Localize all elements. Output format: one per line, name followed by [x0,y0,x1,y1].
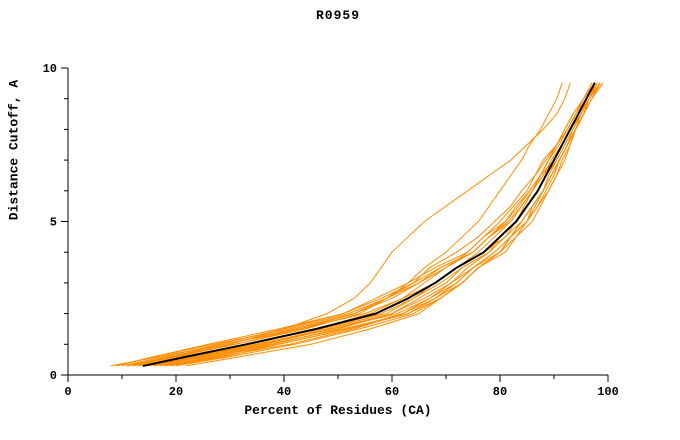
model-series-line [148,82,601,367]
model-series-line [126,82,563,367]
y-tick-label: 0 [50,369,57,383]
model-series-line [126,82,593,367]
x-tick-label: 60 [385,385,399,399]
x-tick-label: 100 [597,385,619,399]
model-series-line [186,82,601,367]
model-series-line [170,82,601,367]
model-series-line [164,82,604,367]
x-axis-label: Percent of Residues (CA) [244,403,432,418]
y-tick-label: 10 [43,62,57,76]
chart-title: R0959 [315,8,361,23]
x-tick-label: 80 [493,385,507,399]
model-series-line [132,82,595,367]
x-tick-label: 0 [64,385,71,399]
x-tick-label: 20 [169,385,183,399]
reference-series-line [142,82,596,367]
y-axis-label: Distance Cutoff, A [6,79,22,221]
x-tick-label: 40 [277,385,291,399]
y-tick-label: 5 [50,216,57,230]
model-series-line [164,82,601,367]
